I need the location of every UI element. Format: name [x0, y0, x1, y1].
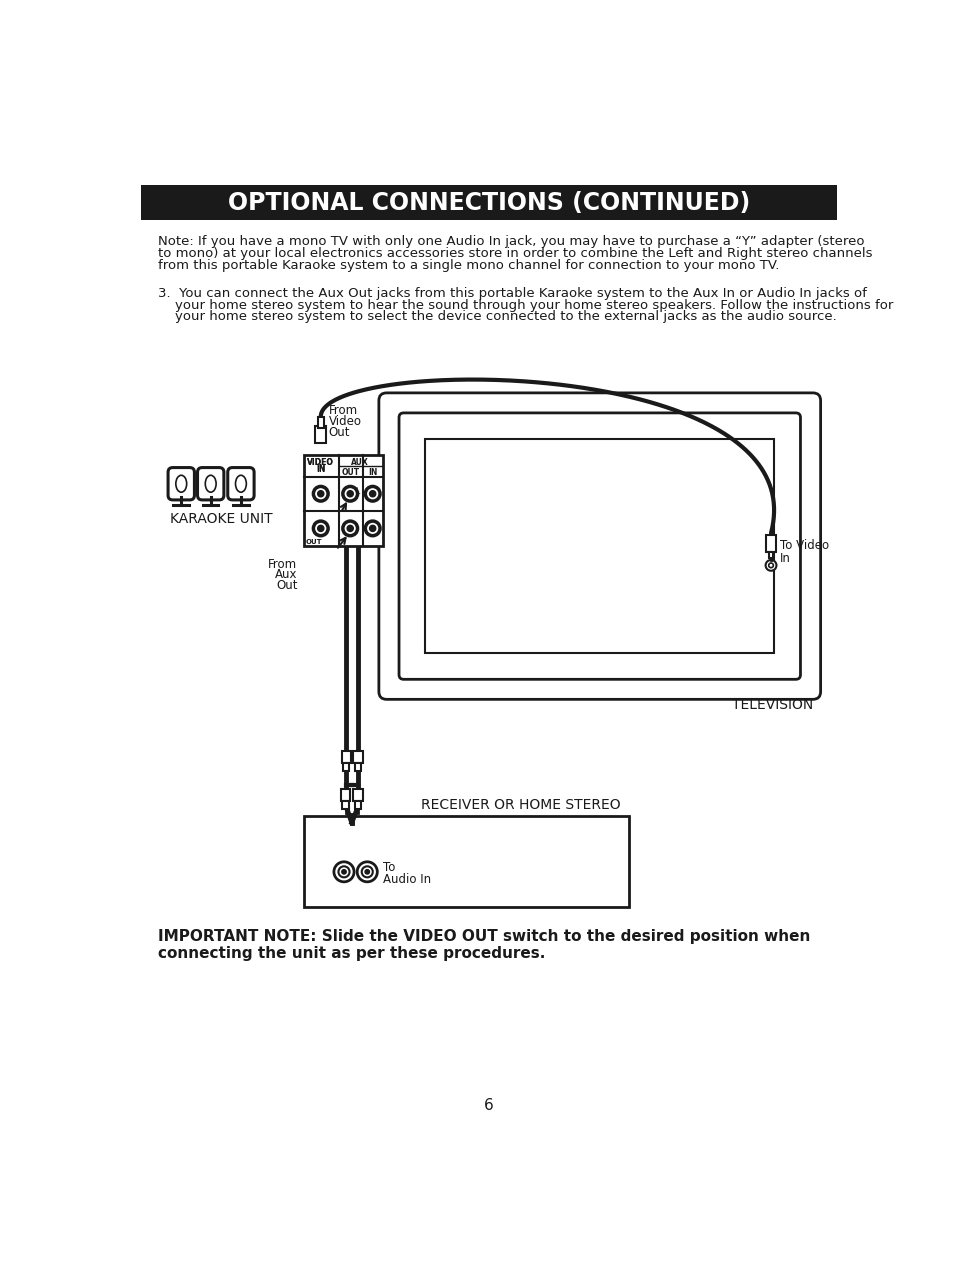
Text: TELEVISION: TELEVISION — [731, 698, 812, 712]
Text: Audio In: Audio In — [382, 873, 431, 887]
Circle shape — [313, 486, 328, 501]
Bar — [315, 426, 326, 443]
Text: 3.  You can connect the Aux Out jacks from this portable Karaoke system to the A: 3. You can connect the Aux Out jacks fro… — [158, 286, 866, 300]
Circle shape — [341, 870, 346, 874]
Bar — [303, 817, 629, 907]
Bar — [343, 763, 349, 771]
Bar — [425, 439, 773, 653]
Text: Aux: Aux — [274, 569, 297, 581]
Text: OPTIONAL CONNECTIONS (CONTINUED): OPTIONAL CONNECTIONS (CONTINUED) — [228, 191, 749, 215]
Bar — [141, 184, 836, 220]
Circle shape — [317, 491, 323, 497]
Text: VIDEO: VIDEO — [307, 458, 334, 467]
Bar — [355, 763, 360, 771]
Circle shape — [365, 870, 369, 874]
Circle shape — [361, 866, 373, 878]
Circle shape — [342, 522, 357, 536]
Bar — [353, 789, 362, 801]
Bar — [768, 552, 773, 557]
Text: from this portable Karaoke system to a single mono channel for connection to you: from this portable Karaoke system to a s… — [158, 259, 779, 272]
Bar — [355, 801, 360, 809]
Text: To Video: To Video — [780, 539, 828, 552]
Text: From: From — [268, 557, 297, 571]
FancyBboxPatch shape — [398, 413, 800, 679]
Text: RECEIVER OR HOME STEREO: RECEIVER OR HOME STEREO — [420, 798, 619, 812]
Text: AUX: AUX — [351, 458, 369, 467]
Text: your home stereo system to hear the sound through your home stereo speakers. Fol: your home stereo system to hear the soun… — [158, 299, 892, 312]
Bar — [353, 750, 362, 763]
Text: 6: 6 — [483, 1099, 494, 1113]
Circle shape — [365, 522, 379, 536]
Text: Note: If you have a mono TV with only one Audio In jack, you may have to purchas: Note: If you have a mono TV with only on… — [158, 235, 863, 248]
Circle shape — [356, 862, 377, 881]
Circle shape — [334, 862, 354, 881]
Text: your home stereo system to select the device connected to the external jacks as : your home stereo system to select the de… — [158, 310, 836, 323]
Text: To: To — [382, 861, 395, 874]
FancyBboxPatch shape — [378, 393, 820, 700]
Circle shape — [369, 525, 375, 532]
Text: to mono) at your local electronics accessories store in order to combine the Lef: to mono) at your local electronics acces… — [158, 247, 872, 259]
Text: From: From — [328, 404, 357, 417]
Bar — [340, 789, 350, 801]
Text: IN: IN — [315, 464, 325, 473]
Bar — [317, 417, 323, 427]
Circle shape — [317, 525, 323, 532]
Text: IN: IN — [315, 466, 325, 474]
Text: VIDEO: VIDEO — [307, 458, 334, 467]
Text: OUT: OUT — [306, 538, 322, 544]
Text: In: In — [780, 552, 790, 565]
Text: connecting the unit as per these procedures.: connecting the unit as per these procedu… — [158, 946, 545, 960]
Text: OUT: OUT — [341, 468, 359, 477]
Circle shape — [313, 522, 328, 536]
FancyBboxPatch shape — [228, 468, 253, 500]
Text: Out: Out — [328, 426, 350, 439]
FancyBboxPatch shape — [168, 468, 194, 500]
Text: KARAOKE UNIT: KARAOKE UNIT — [170, 513, 272, 527]
Text: Out: Out — [275, 579, 297, 593]
Text: Video: Video — [328, 415, 361, 429]
Bar — [341, 750, 351, 763]
Circle shape — [365, 486, 379, 501]
Bar — [342, 801, 348, 809]
Circle shape — [347, 491, 353, 497]
Text: IN: IN — [368, 468, 377, 477]
Circle shape — [342, 486, 357, 501]
Text: IMPORTANT NOTE: Slide the VIDEO OUT switch to the desired position when: IMPORTANT NOTE: Slide the VIDEO OUT swit… — [158, 929, 809, 944]
Circle shape — [369, 491, 375, 497]
Bar — [303, 455, 382, 546]
Circle shape — [765, 560, 776, 571]
Text: L: L — [355, 487, 359, 496]
Bar — [765, 534, 775, 552]
Circle shape — [347, 525, 353, 532]
Circle shape — [338, 866, 349, 878]
FancyBboxPatch shape — [197, 468, 224, 500]
